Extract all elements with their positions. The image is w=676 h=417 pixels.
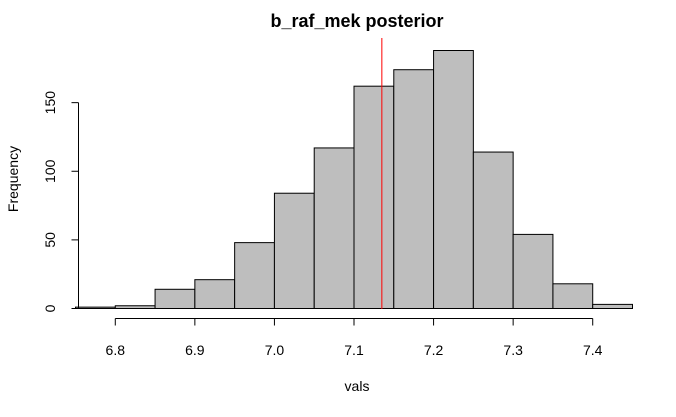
histogram-bar	[75, 306, 116, 309]
histogram-bar	[472, 151, 514, 309]
x-tick-label: 7.1	[344, 342, 364, 358]
chart-title: b_raf_mek posterior	[270, 11, 443, 31]
histogram-bar	[154, 288, 196, 309]
x-tick-label: 7.3	[503, 342, 523, 358]
histogram-bar	[433, 50, 474, 309]
histogram-bar	[234, 242, 275, 309]
histogram-bar	[552, 283, 594, 310]
x-axis: 6.8 6.9 7.0 7.1 7.2 7.3 7.4	[106, 318, 603, 358]
y-tick-label: 100	[42, 159, 58, 183]
y-axis: 0 50 100 150	[42, 91, 79, 312]
x-tick-label: 7.4	[583, 342, 603, 358]
y-tick-label: 0	[42, 304, 58, 312]
y-tick-label: 150	[42, 91, 58, 115]
x-tick-label: 6.9	[185, 342, 205, 358]
histogram-bar	[512, 233, 554, 309]
histogram-bar	[592, 303, 634, 309]
bars-group	[75, 50, 634, 310]
histogram-bar	[194, 279, 236, 309]
y-axis-label: Frequency	[5, 146, 21, 212]
histogram-bar	[353, 85, 395, 310]
x-axis-label: vals	[345, 378, 370, 394]
histogram-bar	[273, 192, 315, 309]
histogram-bar	[313, 147, 355, 309]
x-tick-label: 7.2	[424, 342, 444, 358]
x-tick-label: 6.8	[106, 342, 126, 358]
x-tick-label: 7.0	[265, 342, 285, 358]
histogram-bar	[393, 69, 435, 309]
histogram-bar	[114, 305, 156, 309]
y-tick-label: 50	[42, 232, 58, 248]
